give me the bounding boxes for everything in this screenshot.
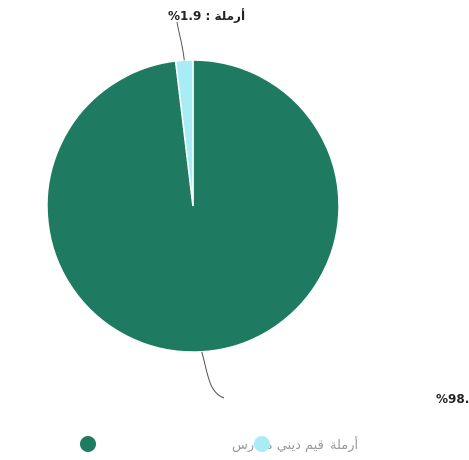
pie-slices — [46, 59, 340, 353]
leader-lines — [176, 21, 225, 399]
data-label-widowed: أرملة : 1.9% — [168, 8, 245, 23]
leader-line-religious-practicing — [201, 351, 225, 399]
legend: قيم ديني ممارس أرملة — [80, 436, 358, 453]
legend-label: أرملة — [330, 436, 358, 453]
legend-item-religious-practicing[interactable]: قيم ديني ممارس — [80, 436, 324, 453]
data-label-religious-practicing: قيم ديني ممارس : 98.1% — [436, 392, 469, 406]
legend-swatch — [80, 436, 96, 452]
legend-label: قيم ديني ممارس — [232, 438, 324, 453]
legend-item-widowed[interactable]: أرملة — [254, 436, 358, 453]
legend-swatch — [254, 436, 270, 452]
leader-line-widowed — [176, 21, 185, 61]
